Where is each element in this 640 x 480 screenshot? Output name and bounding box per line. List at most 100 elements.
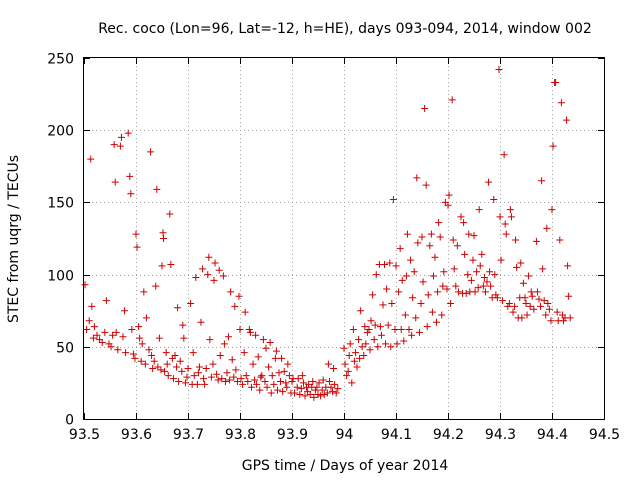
data-point [209,360,217,368]
data-point [344,367,352,375]
data-point [476,262,484,270]
data-point [532,237,540,245]
data-point [88,302,96,310]
data-point [525,272,533,280]
data-point [417,299,425,307]
data-point [418,233,426,241]
data-point [181,379,189,387]
data-point [505,299,513,307]
data-point [206,336,214,344]
x-tick-label: 93.6 [121,427,152,443]
data-point [175,377,183,385]
data-point [502,230,510,238]
x-tick-label: 94.1 [381,427,412,443]
data-point [194,369,202,377]
data-point [226,376,234,384]
y-tick-label: 50 [56,341,74,357]
data-point [559,317,567,325]
data-point [355,336,363,344]
data-point [369,291,377,299]
data-point [500,151,508,159]
data-point [148,351,156,359]
data-point [452,282,460,290]
data-point [519,279,527,287]
data-point [397,325,405,333]
data-point [265,363,273,371]
data-point [481,288,489,296]
data-point [372,271,380,279]
data-point [436,233,444,241]
data-point [124,129,132,137]
data-point [491,271,499,279]
data-point [340,344,348,352]
data-point [90,323,98,331]
x-tick-label: 93.7 [173,427,204,443]
data-point [93,331,101,339]
data-point [434,288,442,296]
data-point [405,325,413,333]
data-point [127,190,135,198]
data-point [350,357,358,365]
data-point [109,331,117,339]
data-point [323,389,331,397]
data-point [89,334,97,342]
data-point [81,281,89,289]
data-point [159,229,167,237]
data-point [278,354,286,362]
data-point [102,297,110,305]
data-point [384,321,392,329]
data-point [408,331,416,339]
data-point [128,325,136,333]
data-point [214,376,222,384]
data-point [509,308,517,316]
data-point [540,297,548,305]
data-point [389,196,397,204]
data-point [396,245,404,253]
data-point [171,351,179,359]
data-point [478,250,486,258]
data-point [391,325,399,333]
data-point [523,311,531,319]
data-point [257,373,265,381]
data-point [552,79,560,87]
data-point [332,389,340,397]
data-point [403,230,411,238]
data-point [527,288,535,296]
data-point [245,325,253,333]
data-point [235,292,243,300]
data-point [346,340,354,348]
data-point [178,367,186,375]
data-point [480,273,488,281]
data-point [533,288,541,296]
data-point [297,385,305,393]
data-point [419,278,427,286]
data-point [230,373,238,381]
data-point [453,242,461,250]
data-point [495,66,503,74]
data-point [471,288,479,296]
data-point [496,213,504,221]
data-point [557,99,565,107]
data-point [361,323,369,331]
data-point [492,291,500,299]
data-point [440,268,448,276]
data-point [547,317,555,325]
data-point [566,314,574,322]
data-point [141,360,149,368]
data-point [493,294,501,302]
data-point [415,328,423,336]
y-tick-label: 150 [47,196,74,212]
x-axis-label: GPS time / Days of year 2014 [242,458,449,474]
data-point [545,305,553,313]
data-point [542,311,550,319]
data-point [309,377,317,385]
data-point [357,307,365,315]
data-point [362,340,370,348]
data-point [539,265,547,273]
data-point [220,340,228,348]
data-point [454,288,462,296]
data-point [360,351,368,359]
data-point [129,350,137,358]
data-point [474,284,482,292]
data-point [282,379,290,387]
